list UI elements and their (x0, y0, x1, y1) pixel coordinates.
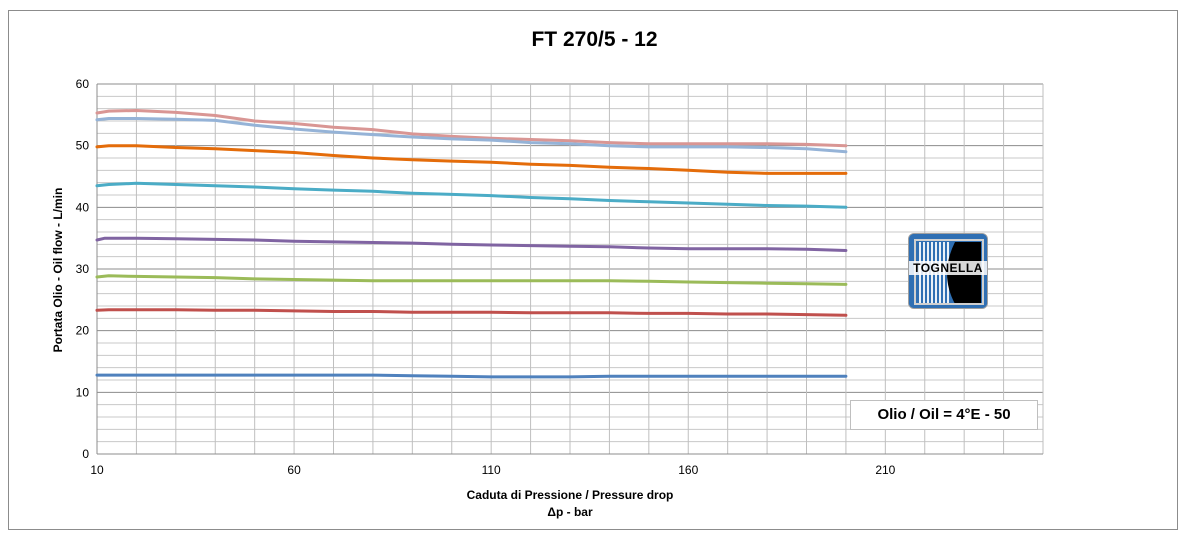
series-line-2 (95, 117, 848, 154)
x-tick-label: 210 (875, 463, 895, 477)
series-line-7 (95, 308, 848, 317)
y-tick-label: 40 (76, 200, 90, 214)
x-tick-label: 110 (482, 463, 501, 477)
y-axis-label: Portata Olio - Oil flow - L/min (51, 187, 65, 353)
oil-annotation: Olio / Oil = 4°E - 50 (850, 400, 1038, 430)
chart-title: FT 270/5 - 12 (531, 28, 658, 51)
x-tick-label: 10 (90, 463, 104, 477)
y-tick-label: 30 (76, 262, 90, 276)
series-line-4 (95, 181, 848, 209)
x-tick-label: 160 (678, 463, 698, 477)
x-tick-label: 60 (287, 463, 301, 477)
series-line-3 (95, 144, 848, 175)
logo-text: TOGNELLA (909, 261, 987, 275)
y-tick-label: 50 (76, 139, 90, 153)
y-tick-label: 60 (76, 77, 90, 91)
series-line-1 (95, 109, 848, 148)
x-axis-label: Caduta di Pressione / Pressure drop (466, 488, 674, 502)
y-tick-label: 10 (76, 385, 90, 399)
y-tick-label: 0 (82, 447, 89, 461)
series-line-6 (95, 274, 848, 286)
tognella-logo: TOGNELLA (908, 233, 988, 309)
series-line-8 (95, 373, 848, 379)
y-tick-label: 20 (76, 324, 90, 338)
series-line-5 (95, 236, 848, 252)
x-axis-unit-label: Δp - bar (547, 505, 593, 519)
